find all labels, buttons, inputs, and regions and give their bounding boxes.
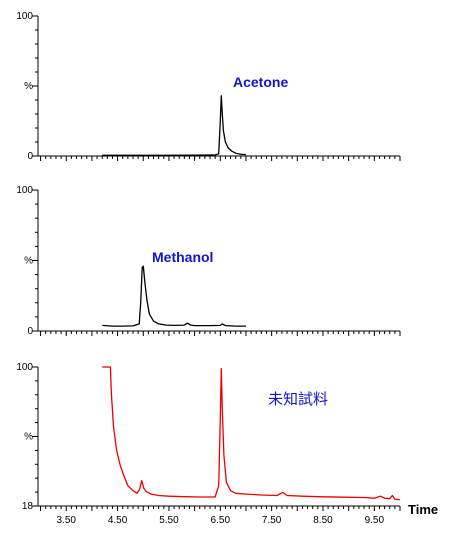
y-tick-label: 0 bbox=[27, 326, 33, 337]
x-tick-label: 3.50 bbox=[57, 515, 77, 526]
y-tick-label: 18 bbox=[22, 501, 34, 512]
x-tick-label: 4.50 bbox=[108, 515, 128, 526]
x-tick-label: 5.50 bbox=[159, 515, 179, 526]
chromatogram-panel-2: 100% 0 Methanol bbox=[16, 185, 401, 337]
peak-annotation: Acetone bbox=[233, 74, 288, 90]
x-tick-label: 6.50 bbox=[211, 515, 231, 526]
y-tick-label: 100 bbox=[16, 185, 33, 196]
y-tick-label: % bbox=[24, 432, 33, 443]
chromatogram-panel-1: 100% 0 Acetone bbox=[16, 11, 401, 162]
y-tick-label: % bbox=[24, 81, 33, 92]
chromatogram-panel-3: 100% 18 3.50 4.50 5.50 6.50 7.50 8.50 9.50 Time 未知… bbox=[16, 362, 438, 526]
x-axis-label: Time bbox=[408, 502, 438, 517]
peak-annotation: Methanol bbox=[152, 249, 213, 265]
y-tick-label: 100 bbox=[16, 11, 33, 22]
chromatogram-trace bbox=[102, 366, 401, 501]
chromatogram-trace bbox=[102, 265, 246, 327]
y-tick-label: % bbox=[24, 256, 33, 267]
chromatogram-trace bbox=[102, 95, 247, 156]
x-tick-label: 9.50 bbox=[365, 515, 385, 526]
x-tick-label: 8.50 bbox=[313, 515, 333, 526]
peak-annotation: 未知試料 bbox=[268, 390, 328, 408]
y-tick-label: 100 bbox=[16, 362, 33, 373]
y-tick-label: 0 bbox=[27, 151, 33, 162]
x-tick-label: 7.50 bbox=[262, 515, 282, 526]
